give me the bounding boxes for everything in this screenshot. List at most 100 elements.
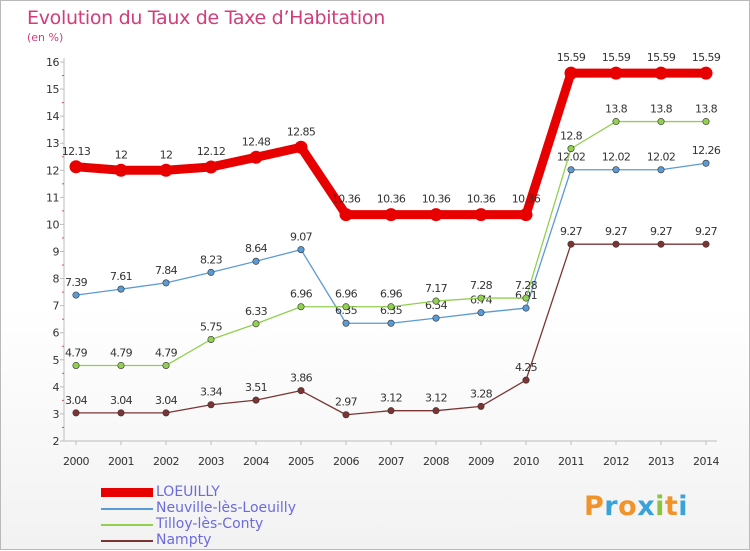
data-point-3 <box>432 407 440 415</box>
data-point-3 <box>477 402 485 410</box>
data-label-3: 3.04 <box>65 394 88 407</box>
data-label-0: 12 <box>160 148 173 161</box>
x-tick-label: 2000 <box>63 455 89 468</box>
data-label-0: 12.12 <box>197 145 226 158</box>
data-point-3 <box>252 396 260 404</box>
data-point-2 <box>252 320 260 328</box>
data-point-3 <box>297 387 305 395</box>
x-tick-label: 2008 <box>423 455 449 468</box>
x-tick-label: 2012 <box>603 455 629 468</box>
y-tick-label: 8 <box>53 273 60 286</box>
logo-letter: i <box>655 491 665 522</box>
x-tick-label: 2011 <box>558 455 584 468</box>
data-point-2 <box>207 335 215 343</box>
data-label-2: 7.28 <box>515 279 538 292</box>
data-label-2: 6.33 <box>245 305 268 318</box>
data-point-3 <box>387 407 395 415</box>
data-label-2: 4.79 <box>65 346 88 359</box>
data-label-3: 3.12 <box>425 392 447 405</box>
data-point-2 <box>387 303 395 311</box>
data-label-3: 2.97 <box>335 396 358 409</box>
data-point-1 <box>657 166 665 174</box>
data-label-3: 9.27 <box>605 225 628 238</box>
data-label-3: 3.51 <box>245 381 267 394</box>
data-point-3 <box>207 401 215 409</box>
data-point-2 <box>477 294 485 302</box>
data-point-0 <box>294 140 308 154</box>
y-tick-label: 10 <box>46 218 59 231</box>
data-point-2 <box>297 303 305 311</box>
data-label-1: 6.35 <box>380 304 403 317</box>
data-label-2: 6.96 <box>380 288 403 301</box>
data-point-3 <box>612 240 620 248</box>
data-point-2 <box>342 303 350 311</box>
data-point-3 <box>567 240 575 248</box>
data-point-1 <box>162 279 170 287</box>
data-label-0: 10.36 <box>422 193 451 206</box>
y-tick-label: 16 <box>46 56 59 69</box>
data-label-0: 12 <box>115 148 128 161</box>
data-point-0 <box>159 163 173 177</box>
data-label-1: 7.84 <box>155 264 178 277</box>
data-point-1 <box>522 304 530 312</box>
data-label-3: 3.04 <box>110 394 133 407</box>
logo-letter: i <box>678 491 689 522</box>
data-point-3 <box>162 409 170 417</box>
data-label-2: 6.96 <box>335 288 358 301</box>
data-point-1 <box>342 319 350 327</box>
data-label-0: 15.59 <box>557 51 586 64</box>
x-tick-label: 2009 <box>468 455 494 468</box>
data-label-0: 10.36 <box>467 193 496 206</box>
data-point-1 <box>117 285 125 293</box>
logo-letter: P <box>584 491 605 522</box>
data-label-3: 9.27 <box>695 225 718 238</box>
data-label-2: 7.17 <box>425 282 448 295</box>
data-point-1 <box>297 246 305 254</box>
legend-label-1: Neuville-lès-Loeuilly <box>156 500 296 516</box>
data-point-3 <box>72 409 80 417</box>
data-point-0 <box>249 150 263 164</box>
data-label-3: 3.34 <box>200 386 223 399</box>
data-label-1: 8.64 <box>245 242 268 255</box>
data-point-0 <box>384 208 398 222</box>
proxiti-logo: Proxiti <box>584 491 688 522</box>
data-label-2: 4.79 <box>155 346 178 359</box>
legend-swatch-1 <box>101 508 153 510</box>
data-point-1 <box>252 257 260 265</box>
logo-letter: r <box>604 491 619 522</box>
data-point-3 <box>342 411 350 419</box>
data-point-0 <box>114 163 128 177</box>
legend-swatch-3 <box>101 540 153 542</box>
data-point-1 <box>432 314 440 322</box>
x-tick-label: 2005 <box>288 455 314 468</box>
logo-letter: o <box>618 491 638 522</box>
data-point-1 <box>612 166 620 174</box>
data-label-2: 13.8 <box>650 103 673 116</box>
data-label-1: 7.61 <box>110 270 132 283</box>
data-label-2: 13.8 <box>695 103 718 116</box>
data-label-3: 3.12 <box>380 392 402 405</box>
data-label-0: 12.85 <box>287 125 316 138</box>
data-label-0: 10.36 <box>377 193 406 206</box>
data-point-0 <box>474 208 488 222</box>
data-label-2: 5.75 <box>200 320 223 333</box>
legend-label-3: Nampty <box>156 532 212 548</box>
data-point-0 <box>564 66 578 80</box>
data-point-2 <box>702 118 710 126</box>
data-label-1: 9.07 <box>290 231 313 244</box>
data-point-0 <box>339 208 353 222</box>
y-tick-label: 5 <box>53 354 60 367</box>
x-tick-label: 2002 <box>153 455 179 468</box>
logo-letter: x <box>637 491 656 522</box>
data-label-0: 15.59 <box>602 51 631 64</box>
y-tick-label: 4 <box>53 381 60 394</box>
legend-swatch-0 <box>101 488 153 497</box>
x-tick-label: 2010 <box>513 455 539 468</box>
y-tick-label: 3 <box>53 408 60 421</box>
y-tick-label: 7 <box>53 300 60 313</box>
y-tick-label: 15 <box>46 83 59 96</box>
data-point-0 <box>654 66 668 80</box>
y-tick-label: 12 <box>46 164 59 177</box>
y-tick-label: 13 <box>46 137 59 150</box>
